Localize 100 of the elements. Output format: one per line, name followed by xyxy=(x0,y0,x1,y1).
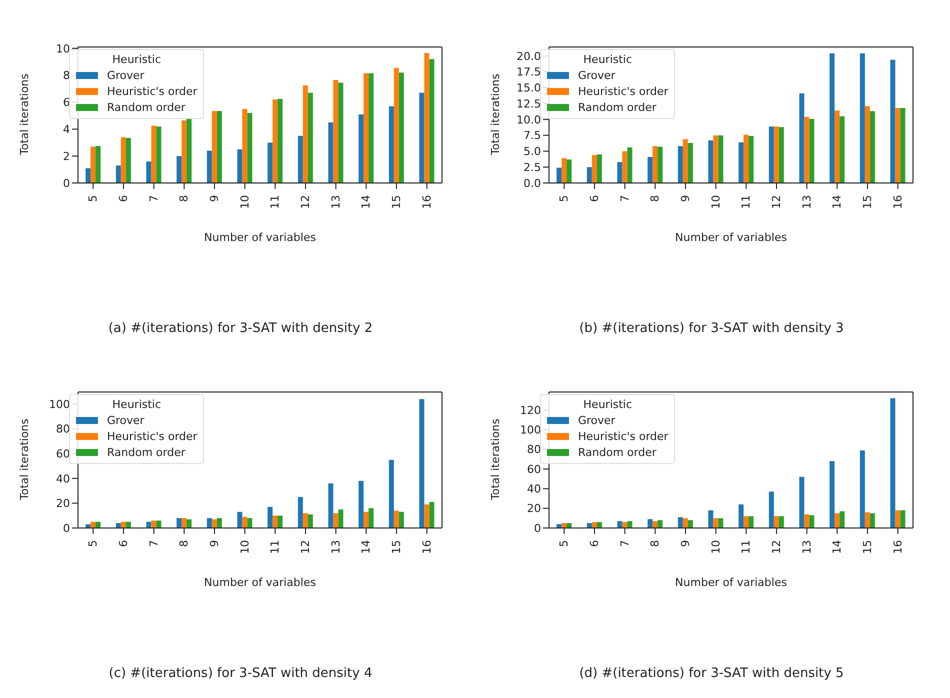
bar xyxy=(333,513,338,528)
x-tick-label: 7 xyxy=(618,540,632,547)
legend-label: Grover xyxy=(107,68,144,82)
bar xyxy=(424,53,430,183)
y-axis-title: Total iterations xyxy=(488,73,502,156)
y-tick-label: 0.0 xyxy=(524,176,541,190)
x-axis-title: Number of variables xyxy=(675,231,788,244)
y-axis-title: Total iterations xyxy=(18,418,31,501)
bar xyxy=(212,519,217,528)
text: (c) #(iterations) for 3-SAT with density 4 xyxy=(108,666,374,681)
text: (b) #(iterations) for 3-SAT with density 3 xyxy=(578,321,845,336)
bar xyxy=(237,512,242,528)
bar xyxy=(86,168,91,183)
x-tick-label: 16 xyxy=(891,195,904,209)
bar xyxy=(586,167,592,183)
bar xyxy=(216,518,222,528)
bar xyxy=(556,168,562,183)
y-axis-title: Total iterations xyxy=(488,418,502,501)
x-tick-label: 6 xyxy=(588,195,601,202)
bar xyxy=(622,522,628,528)
legend-label: Random order xyxy=(107,100,186,114)
bar xyxy=(617,521,622,528)
x-tick-label: 16 xyxy=(420,195,434,209)
x-tick-label: 12 xyxy=(770,540,783,554)
x-tick-label: 11 xyxy=(268,195,282,209)
bar xyxy=(682,518,688,528)
y-tick-label: 8 xyxy=(63,69,70,82)
bar xyxy=(738,142,744,183)
bar xyxy=(186,519,192,528)
bar xyxy=(688,142,693,183)
legend-label: Heuristic's order xyxy=(578,84,668,98)
x-tick-label: 10 xyxy=(238,195,252,209)
bar xyxy=(182,120,187,183)
y-tick-label: 40 xyxy=(527,482,541,496)
bar xyxy=(840,116,845,183)
bar xyxy=(151,126,156,183)
bar xyxy=(368,508,374,528)
y-tick-label: 6 xyxy=(63,96,70,110)
bar xyxy=(870,513,875,528)
bar xyxy=(890,398,896,528)
bar xyxy=(900,510,906,528)
bar xyxy=(658,146,663,183)
y-tick-label: 60 xyxy=(527,462,541,476)
y-tick-label: 20 xyxy=(56,497,70,510)
bar xyxy=(713,135,718,183)
y-tick-label: 4 xyxy=(63,123,70,136)
bar xyxy=(116,165,121,183)
bar xyxy=(298,497,303,528)
legend-title: Heuristic xyxy=(582,53,634,66)
bar xyxy=(768,126,774,183)
x-tick-label: 7 xyxy=(147,195,160,202)
bar xyxy=(708,140,714,183)
bar xyxy=(394,68,399,183)
bar xyxy=(678,146,683,183)
bar xyxy=(627,147,632,183)
text: (a) #(iterations) for 3-SAT with density 2 xyxy=(107,321,374,336)
y-tick-label: 80 xyxy=(527,443,541,456)
x-tick-label: 5 xyxy=(558,540,571,547)
x-tick-label: 8 xyxy=(178,195,191,202)
x-tick-label: 13 xyxy=(329,540,342,554)
bar xyxy=(272,516,278,528)
y-tick-label: 12.5 xyxy=(516,97,541,110)
legend-title: Heuristic xyxy=(582,398,634,411)
bar xyxy=(678,517,683,528)
bar xyxy=(648,156,653,183)
y-tick-label: 60 xyxy=(56,448,70,461)
bar xyxy=(206,518,212,528)
y-tick-label: 20.0 xyxy=(516,50,541,63)
bar xyxy=(804,514,810,528)
y-tick-label: 2.5 xyxy=(524,161,541,174)
bar xyxy=(364,512,369,528)
bar xyxy=(799,476,804,528)
bar xyxy=(622,151,628,183)
legend-label: Grover xyxy=(107,414,144,426)
y-tick-label: 0 xyxy=(63,176,70,190)
bar xyxy=(748,136,754,183)
y-tick-label: 100 xyxy=(49,398,70,411)
bar xyxy=(652,146,658,183)
bar xyxy=(247,518,252,528)
bar xyxy=(151,520,156,528)
bar xyxy=(398,512,404,528)
bar xyxy=(834,110,840,183)
bar xyxy=(627,521,632,528)
bar xyxy=(860,450,865,528)
x-tick-label: 8 xyxy=(178,540,191,547)
bar xyxy=(126,138,131,183)
bar xyxy=(890,60,896,183)
bar xyxy=(799,93,804,183)
legend-title: Heuristic xyxy=(111,53,162,66)
bar xyxy=(237,149,242,183)
bar xyxy=(368,73,374,183)
x-axis-title: Number of variables xyxy=(675,576,788,589)
bar xyxy=(186,118,192,183)
y-tick-label: 100 xyxy=(520,424,541,437)
bar xyxy=(302,513,308,528)
x-tick-label: 9 xyxy=(208,540,221,547)
x-tick-label: 7 xyxy=(147,540,160,547)
x-tick-label: 11 xyxy=(740,195,753,209)
legend-label: Grover xyxy=(578,68,616,82)
x-tick-label: 6 xyxy=(117,540,130,547)
